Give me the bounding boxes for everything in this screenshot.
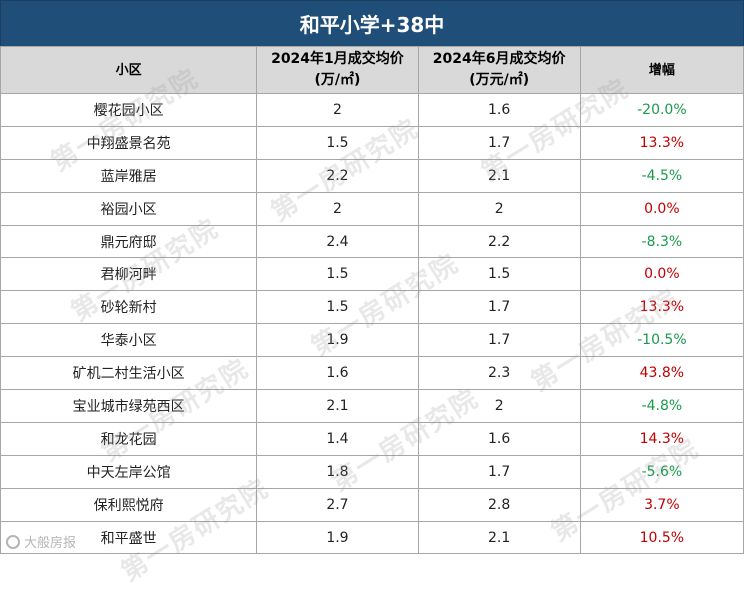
change-cell: -10.5% bbox=[579, 323, 744, 358]
community-cell: 和平盛世 bbox=[0, 520, 258, 555]
community-cell: 裕园小区 bbox=[0, 191, 258, 226]
jan-price-cell: 1.4 bbox=[256, 421, 419, 456]
jun-price-cell: 1.5 bbox=[417, 257, 581, 292]
community-cell: 保利熙悦府 bbox=[0, 487, 258, 522]
jun-price-cell: 1.7 bbox=[417, 125, 581, 160]
table-row: 和平盛世 1.9 2.1 10.5% bbox=[0, 520, 744, 555]
change-cell: -4.8% bbox=[579, 389, 744, 423]
change-cell: 14.3% bbox=[579, 421, 744, 456]
community-cell: 蓝岸雅居 bbox=[0, 158, 258, 193]
jun-price-cell: 1.7 bbox=[417, 454, 581, 489]
change-cell: -4.5% bbox=[579, 158, 744, 193]
change-cell: 10.5% bbox=[579, 520, 744, 555]
table-row: 砂轮新村 1.5 1.7 13.3% bbox=[0, 290, 744, 325]
header-jan-price: 2024年1月成交均价 (万/㎡) bbox=[256, 46, 419, 94]
jan-price-cell: 2.4 bbox=[256, 224, 419, 259]
jun-price-cell: 2.3 bbox=[417, 356, 581, 391]
logo-icon bbox=[6, 534, 20, 549]
table-row: 君柳河畔 1.5 1.5 0.0% bbox=[0, 257, 744, 292]
table-row: 和龙花园 1.4 1.6 14.3% bbox=[0, 421, 744, 456]
logo-text: 大般房报 bbox=[24, 536, 77, 551]
jan-price-cell: 1.8 bbox=[256, 454, 419, 489]
table-row: 樱花园小区 2 1.6 -20.0% bbox=[0, 93, 744, 127]
change-cell: 43.8% bbox=[579, 356, 744, 391]
jun-price-cell: 2.1 bbox=[417, 158, 581, 193]
jan-price-cell: 2 bbox=[256, 191, 419, 226]
source-logo: 大般房报 bbox=[6, 532, 76, 551]
jan-price-cell: 1.5 bbox=[256, 257, 419, 292]
jun-price-cell: 2.2 bbox=[417, 224, 581, 259]
jun-price-cell: 2.1 bbox=[417, 520, 581, 555]
header-jun-price-line2: (万元/㎡) bbox=[469, 72, 530, 88]
community-cell: 华泰小区 bbox=[0, 323, 258, 358]
change-cell: 3.7% bbox=[579, 487, 744, 522]
community-cell: 鼎元府邸 bbox=[0, 224, 258, 259]
jan-price-cell: 1.5 bbox=[256, 125, 419, 160]
jan-price-cell: 1.6 bbox=[256, 356, 419, 391]
community-cell: 矿机二村生活小区 bbox=[0, 356, 258, 391]
table-row: 宝业城市绿苑西区 2.1 2 -4.8% bbox=[0, 389, 744, 423]
community-cell: 君柳河畔 bbox=[0, 257, 258, 292]
change-cell: -5.6% bbox=[579, 454, 744, 489]
header-jan-price-line1: 2024年1月成交均价 bbox=[271, 51, 404, 67]
table-body: 樱花园小区 2 1.6 -20.0% 中翔盛景名苑 1.5 1.7 13.3% 蓝岸雅居 2.2 2… bbox=[0, 93, 744, 555]
jun-price-cell: 2 bbox=[417, 389, 581, 423]
community-cell: 砂轮新村 bbox=[0, 290, 258, 325]
header-community: 小区 bbox=[0, 46, 258, 94]
community-cell: 中翔盛景名苑 bbox=[0, 125, 258, 160]
table-row: 华泰小区 1.9 1.7 -10.5% bbox=[0, 323, 744, 358]
change-cell: 13.3% bbox=[579, 125, 744, 160]
jan-price-cell: 1.9 bbox=[256, 520, 419, 555]
jun-price-cell: 1.6 bbox=[417, 93, 581, 127]
jan-price-cell: 2 bbox=[256, 93, 419, 127]
jan-price-cell: 1.5 bbox=[256, 290, 419, 325]
jan-price-cell: 2.1 bbox=[256, 389, 419, 423]
table-row: 保利熙悦府 2.7 2.8 3.7% bbox=[0, 487, 744, 522]
table-row: 中翔盛景名苑 1.5 1.7 13.3% bbox=[0, 125, 744, 160]
community-cell: 中天左岸公馆 bbox=[0, 454, 258, 489]
jun-price-cell: 2 bbox=[417, 191, 581, 226]
community-cell: 和龙花园 bbox=[0, 421, 258, 456]
community-cell: 宝业城市绿苑西区 bbox=[0, 389, 258, 423]
jun-price-cell: 1.6 bbox=[417, 421, 581, 456]
change-cell: 0.0% bbox=[579, 257, 744, 292]
table-row: 鼎元府邸 2.4 2.2 -8.3% bbox=[0, 224, 744, 259]
community-cell: 樱花园小区 bbox=[0, 93, 258, 127]
table-row: 中天左岸公馆 1.8 1.7 -5.6% bbox=[0, 454, 744, 489]
jun-price-cell: 1.7 bbox=[417, 290, 581, 325]
change-cell: -8.3% bbox=[579, 224, 744, 259]
header-change: 增幅 bbox=[579, 46, 744, 94]
change-cell: 13.3% bbox=[579, 290, 744, 325]
jan-price-cell: 2.7 bbox=[256, 487, 419, 522]
jun-price-cell: 1.7 bbox=[417, 323, 581, 358]
price-table: 小区 2024年1月成交均价 (万/㎡) 2024年6月成交均价 (万元/㎡) … bbox=[0, 46, 744, 555]
table-header-row: 小区 2024年1月成交均价 (万/㎡) 2024年6月成交均价 (万元/㎡) … bbox=[0, 46, 744, 94]
jun-price-cell: 2.8 bbox=[417, 487, 581, 522]
change-cell: -20.0% bbox=[579, 93, 744, 127]
page-title: 和平小学+38中 bbox=[0, 0, 744, 47]
header-jan-price-line2: (万/㎡) bbox=[314, 72, 361, 88]
header-jun-price-line1: 2024年6月成交均价 bbox=[432, 51, 566, 67]
table-row: 蓝岸雅居 2.2 2.1 -4.5% bbox=[0, 158, 744, 193]
table-row: 裕园小区 2 2 0.0% bbox=[0, 191, 744, 226]
jan-price-cell: 1.9 bbox=[256, 323, 419, 358]
change-cell: 0.0% bbox=[579, 191, 744, 226]
jan-price-cell: 2.2 bbox=[256, 158, 419, 193]
header-jun-price: 2024年6月成交均价 (万元/㎡) bbox=[417, 46, 581, 94]
table-row: 矿机二村生活小区 1.6 2.3 43.8% bbox=[0, 356, 744, 391]
